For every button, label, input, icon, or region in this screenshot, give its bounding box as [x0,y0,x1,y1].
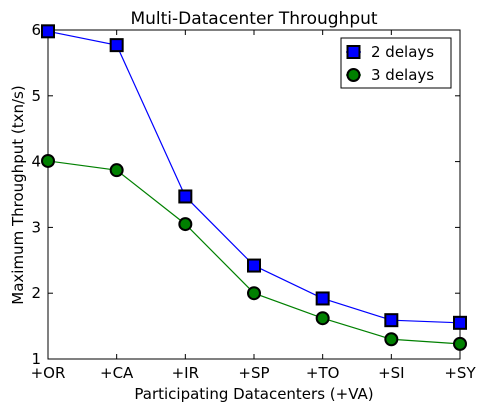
data-point-2-delays [41,24,55,39]
data-point-2-delays [453,315,467,330]
x-tick-label: +SP [238,364,269,382]
data-point-3-delays [384,332,399,347]
data-point-2-delays [247,258,261,273]
y-tick-label: 3 [31,218,41,236]
data-point-2-delays [178,189,193,204]
legend-label-3-delays: 3 delays [371,66,434,84]
y-tick-label: 1 [31,350,41,368]
plot-area: +OR +CA +IR +SP +TO +SI +SY 1 2 3 4 5 6 [31,21,477,382]
chart-title: Multi-Datacenter Throughput [130,9,377,29]
data-point-2-delays [384,313,399,328]
x-tick-label: +CA [100,364,134,382]
data-point-3-delays [453,336,467,351]
x-tick-label: +SI [378,364,405,382]
y-tick-label: 6 [31,21,41,39]
data-point-2-delays [109,38,124,53]
legend-label-2-delays: 2 delays [371,43,434,61]
x-axis-label: Participating Datacenters (+VA) [134,385,373,403]
x-tick-label: +OR [31,364,66,382]
legend: 2 delays 3 delays [340,37,452,89]
x-tick-label: +SY [444,364,476,382]
x-tick-label: +IR [172,364,199,382]
data-point-3-delays [315,311,330,326]
y-tick-label: 2 [31,284,41,302]
legend-marker-2-delays [346,45,361,59]
legend-marker-3-delays [346,68,361,82]
data-point-3-delays [109,163,124,178]
y-axis-label: Maximum Throughput (txn/s) [9,85,27,304]
y-tick-label: 4 [31,153,41,171]
data-point-3-delays [247,286,261,301]
x-tick-label: +TO [306,364,340,382]
data-point-2-delays [315,291,330,306]
data-point-3-delays [41,153,55,168]
y-tick-label: 5 [31,87,41,105]
data-point-3-delays [178,217,193,232]
